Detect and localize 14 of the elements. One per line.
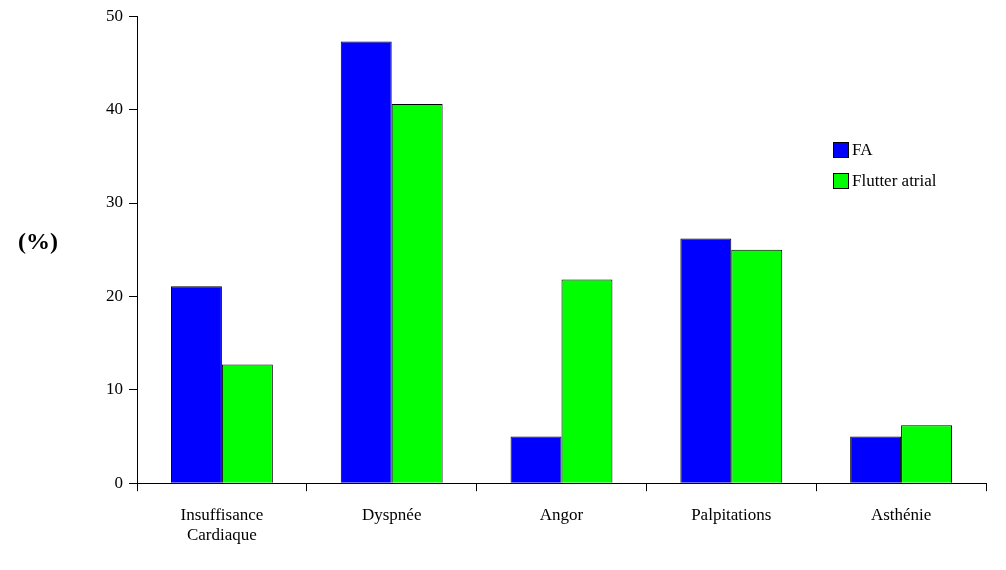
legend-label: FA [852,140,873,160]
legend-label: Flutter atrial [852,171,937,191]
x-tick-label: Dyspnée [361,504,422,524]
x-tick-label: Insuffisance Cardiaque [180,504,264,545]
x-tick-label: Asthénie [870,504,932,524]
x-tick-label: Palpitations [691,504,772,524]
y-tick-label: 50 [106,5,123,25]
y-tick-label: 20 [106,285,123,305]
y-tick-label: 0 [114,472,123,492]
y-tick-label: 40 [106,99,123,119]
y-tick-label: 10 [106,379,123,399]
x-tick-label: Angor [539,504,584,524]
y-tick-label: 30 [106,192,123,212]
y-axis-title: (%) [18,228,58,255]
